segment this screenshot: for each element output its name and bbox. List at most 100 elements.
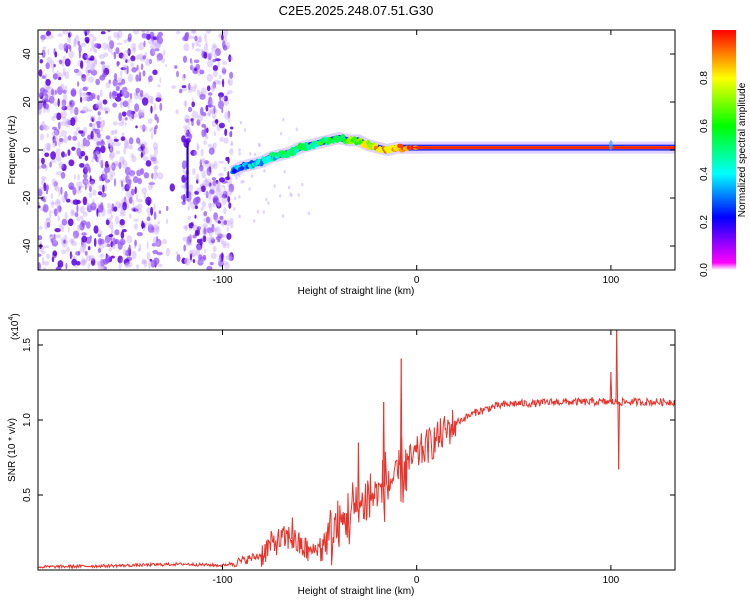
tone-bump [608,140,613,151]
noise-speckle [70,88,77,97]
colorbar-tick-label: 0.8 [699,71,710,85]
noise-speckle [90,130,94,140]
tone-segment [335,135,341,141]
noise-speckle [117,82,122,86]
noise-speckle [224,128,228,137]
noise-speckle [57,206,61,214]
noise-speckle [48,209,52,219]
noise-speckle [212,81,217,89]
noise-speckle [45,30,52,36]
noise-speckle [249,152,252,156]
noise-speckle [201,129,206,138]
noise-speckle [209,51,214,57]
noise-speckle [227,77,233,87]
noise-speckle [82,178,89,185]
noise-speckle [155,172,159,177]
noise-speckle [151,172,154,180]
noise-speckle [127,247,131,256]
noise-speckle [102,175,107,181]
noise-speckle [74,264,78,268]
y-tick-label: 0.5 [22,488,33,502]
noise-speckle [116,33,120,41]
noise-speckle [70,239,75,245]
noise-speckle [200,106,204,116]
noise-speckle [146,216,151,222]
noise-speckle [127,58,131,63]
noise-speckle [68,182,75,191]
noise-speckle [229,148,234,156]
noise-speckle [105,110,109,114]
tone-segment [311,140,318,146]
noise-speckle [115,150,120,155]
noise-speckle [42,204,49,213]
noise-speckle [126,65,129,75]
noise-speckle [87,246,91,251]
noise-speckle [133,218,139,222]
noise-speckle [88,185,92,192]
noise-speckle [123,39,128,43]
noise-speckle [55,148,61,157]
noise-speckle [124,140,130,150]
noise-speckle [233,207,236,211]
colorbar-ticks: 0.0 0.2 0.4 0.6 0.8 [699,71,710,277]
noise-speckle [124,263,130,268]
noise-speckle [136,193,139,203]
noise-speckle [228,202,232,209]
noise-speckle [238,195,241,199]
noise-speckle [109,40,115,49]
noise-speckle [141,33,148,39]
noise-speckle [82,52,88,61]
noise-speckle [94,146,101,155]
noise-speckle [146,207,152,213]
noise-speckle [67,36,72,43]
noise-speckle [101,65,106,70]
noise-speckle [58,137,64,143]
noise-speckle [130,62,134,68]
noise-speckle [76,224,81,232]
tone-segment [241,162,248,167]
noise-speckle [51,200,54,209]
noise-speckle [117,77,121,83]
noise-speckle [124,122,127,126]
noise-speckle [85,54,92,59]
noise-speckle [154,240,160,247]
noise-speckle [57,260,64,268]
noise-speckle [82,86,88,92]
noise-speckle [40,157,45,165]
noise-speckle [145,160,152,167]
noise-speckle [97,100,103,109]
noise-speckle [150,206,154,216]
noise-speckle [115,142,121,147]
noise-speckle [199,164,204,172]
y-tick-label: -40 [22,238,33,253]
noise-speckle [55,171,62,176]
noise-speckle [238,214,241,219]
noise-speckle [221,218,226,227]
noise-speckle [196,243,203,251]
noise-speckle [40,195,47,201]
noise-speckle [64,153,67,157]
noise-speckle [104,160,109,169]
noise-speckle [97,111,101,116]
colorbar-tick-label: 0.0 [699,263,710,277]
noise-speckle [119,212,126,217]
noise-speckle [190,149,197,156]
noise-speckle [72,186,77,196]
noise-speckle [130,172,135,178]
noise-speckle [39,59,43,64]
noise-speckle [218,160,225,164]
noise-speckle [44,94,47,98]
noise-speckle [141,260,147,264]
noise-speckle [91,117,95,122]
tone-segment [247,163,254,170]
noise-speckle [82,106,89,114]
noise-speckle [209,230,213,238]
noise-speckle [89,47,92,52]
noise-speckle [189,58,193,64]
noise-speckle [253,219,256,223]
noise-speckle [189,234,193,241]
noise-speckle [74,106,79,116]
noise-speckle [100,119,105,127]
noise-speckle [120,67,127,71]
tone-segment [317,140,324,146]
